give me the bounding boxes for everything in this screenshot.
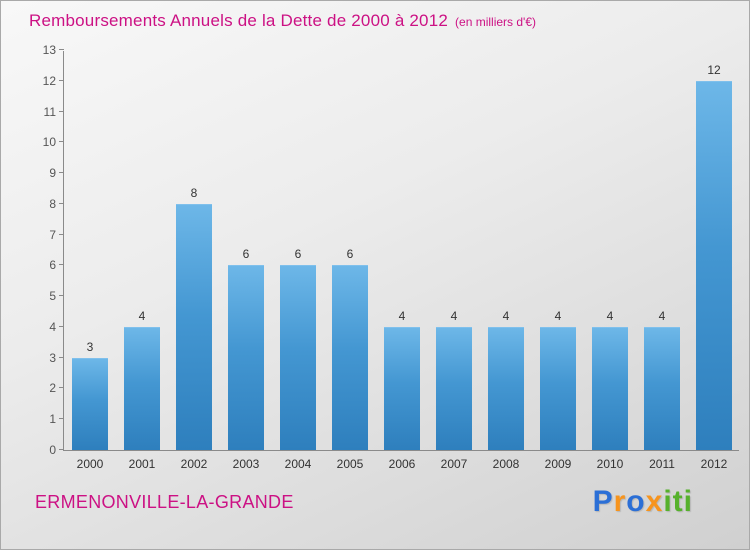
bar — [228, 265, 264, 450]
title-row: Remboursements Annuels de la Dette de 20… — [29, 11, 536, 31]
brand-logo-letter: i — [683, 485, 693, 518]
brand-logo-letter: o — [626, 485, 646, 518]
bar-value-label: 4 — [658, 308, 666, 323]
y-tick-mark — [59, 202, 64, 204]
chart-title: Remboursements Annuels de la Dette de 20… — [29, 11, 449, 30]
y-tick-label: 2 — [49, 381, 56, 396]
y-tick-label: 12 — [42, 73, 56, 88]
x-tick-label: 2003 — [232, 457, 260, 471]
y-tick-mark — [59, 449, 64, 450]
bar-value-label: 4 — [398, 308, 406, 323]
bar — [592, 326, 628, 450]
x-tick-label: 2009 — [544, 457, 572, 471]
x-tick-label: 2012 — [700, 457, 728, 471]
x-tick-label: 2011 — [649, 457, 675, 471]
y-tick-label: 1 — [49, 412, 56, 427]
y-tick-mark — [59, 325, 64, 327]
bar-value-label: 4 — [554, 308, 562, 323]
bar-value-label: 3 — [86, 339, 94, 354]
bar-value-label: 8 — [190, 185, 198, 200]
y-tick-mark — [59, 295, 64, 297]
bar — [176, 203, 212, 450]
brand-logo-letter: P — [592, 485, 614, 518]
chart-subtitle: (en milliers d'€) — [455, 15, 537, 29]
bar — [488, 326, 524, 450]
y-tick-mark — [59, 356, 64, 358]
bar — [540, 326, 576, 450]
y-tick-label: 3 — [49, 350, 56, 365]
bar — [72, 357, 108, 450]
bar — [384, 326, 420, 450]
x-tick-label: 2002 — [180, 457, 208, 471]
y-tick-mark — [59, 141, 64, 143]
brand-logo-letter: x — [645, 485, 664, 518]
y-tick-mark — [59, 172, 64, 174]
brand-logo-letter: t — [672, 485, 684, 518]
y-tick-label: 5 — [49, 289, 56, 304]
bar-value-label: 4 — [606, 308, 614, 323]
x-tick-label: 2004 — [284, 457, 312, 471]
brand-logo: Proxiti — [593, 485, 693, 519]
y-tick-label: 6 — [49, 258, 56, 273]
brand-logo-letter: i — [663, 485, 673, 518]
bar — [280, 265, 316, 450]
bar-value-label: 6 — [294, 247, 302, 262]
bar-value-label: 6 — [346, 247, 354, 262]
bar — [332, 265, 368, 450]
y-tick-label: 8 — [49, 196, 56, 211]
bar-value-label: 4 — [450, 308, 458, 323]
y-tick-mark — [59, 387, 64, 389]
x-tick-label: 2008 — [492, 457, 520, 471]
bar — [436, 326, 472, 450]
x-tick-label: 2001 — [128, 457, 156, 471]
y-tick-mark — [59, 233, 64, 235]
x-tick-label: 2005 — [336, 457, 364, 471]
y-tick-label: 13 — [42, 43, 56, 57]
brand-logo-letter: r — [613, 485, 627, 518]
y-tick-label: 11 — [43, 104, 56, 119]
bar-value-label: 4 — [502, 308, 510, 323]
y-tick-label: 9 — [49, 166, 56, 181]
y-tick-mark — [59, 110, 64, 112]
bar — [644, 326, 680, 450]
bar-value-label: 6 — [242, 247, 250, 262]
bar-value-label: 12 — [707, 62, 721, 77]
y-tick-mark — [59, 418, 64, 420]
bar-value-label: 4 — [138, 308, 146, 323]
y-tick-label: 7 — [49, 227, 56, 242]
y-tick-mark — [59, 49, 64, 50]
y-tick-mark — [59, 79, 64, 81]
y-tick-label: 10 — [42, 135, 56, 150]
y-tick-label: 4 — [49, 319, 56, 334]
bar — [124, 326, 160, 450]
x-tick-label: 2006 — [388, 457, 416, 471]
x-tick-label: 2000 — [76, 457, 104, 471]
y-tick-label: 0 — [49, 443, 56, 457]
plot-area: 0 1 2 3 4 5 6 7 8 9 10 11 12 13 3 2000 4 2001 8 2002 6 2003 6 2… — [43, 43, 739, 471]
bar — [696, 80, 732, 450]
x-tick-label: 2010 — [596, 457, 624, 471]
y-tick-mark — [59, 264, 64, 266]
commune-name: ERMENONVILLE-LA-GRANDE — [35, 492, 294, 512]
x-tick-label: 2007 — [440, 457, 468, 471]
